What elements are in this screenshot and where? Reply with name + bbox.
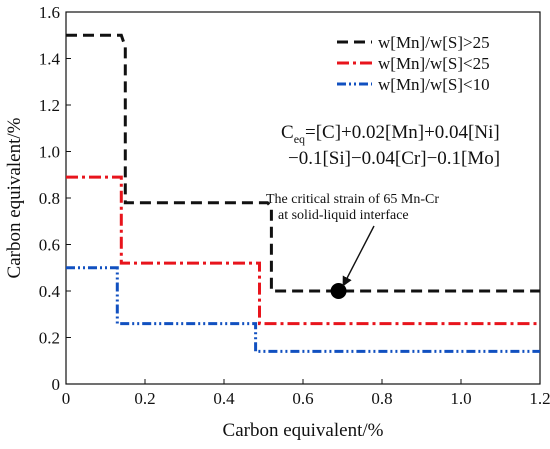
critical-strain-point <box>330 283 347 299</box>
x-tick-label: 0.4 <box>213 389 235 408</box>
series-line-2 <box>66 266 540 353</box>
x-axis-ticks: 0 0.2 0.4 0.6 0.8 1.0 1.2 <box>62 379 550 408</box>
x-tick-label: 0.2 <box>134 389 155 408</box>
y-tick-label: 0.8 <box>39 189 60 208</box>
series-layer <box>66 33 540 353</box>
y-tick-label: 1.0 <box>39 143 60 162</box>
y-tick-label: 0 <box>52 375 61 394</box>
legend: w[Mn]/w[S]>25 w[Mn]/w[S]<25 w[Mn]/w[S]<10 <box>337 33 490 94</box>
x-axis-title: Carbon equivalent/% <box>223 420 384 441</box>
y-tick-label: 0.6 <box>39 236 60 255</box>
annotation-line-1: The critical strain of 65 Mn-Cr <box>266 192 439 207</box>
formula-line-1: Ceq=[C]+0.02[Mn]+0.04[Ni] <box>281 122 500 146</box>
legend-label-1: w[Mn]/w[S]<25 <box>378 54 490 73</box>
x-tick-label: 0.8 <box>371 389 392 408</box>
y-axis-title: Carbon equivalent/% <box>4 117 25 278</box>
legend-label-2: w[Mn]/w[S]<10 <box>378 75 490 94</box>
series-line-0 <box>66 33 540 293</box>
annotation-line-2: at solid-liquid interface <box>278 208 409 223</box>
series-line-1 <box>66 175 540 326</box>
legend-label-0: w[Mn]/w[S]>25 <box>378 33 490 52</box>
x-tick-label: 0 <box>62 389 71 408</box>
x-tick-label: 1.0 <box>450 389 471 408</box>
y-tick-label: 1.6 <box>39 3 60 22</box>
y-tick-label: 1.4 <box>39 50 61 69</box>
y-axis-ticks: 0 0.2 0.4 0.6 0.8 1.0 1.2 1.4 1.6 <box>39 3 71 394</box>
y-tick-label: 0.4 <box>39 282 61 301</box>
x-tick-label: 0.6 <box>292 389 313 408</box>
annotation-arrow <box>342 225 375 287</box>
formula-subscript: eq <box>294 132 305 146</box>
y-tick-label: 0.2 <box>39 329 60 348</box>
x-tick-label: 1.2 <box>529 389 550 408</box>
formula-line-2: −0.1[Si]−0.04[Cr]−0.1[Mo] <box>288 148 500 169</box>
y-tick-label: 1.2 <box>39 96 60 115</box>
